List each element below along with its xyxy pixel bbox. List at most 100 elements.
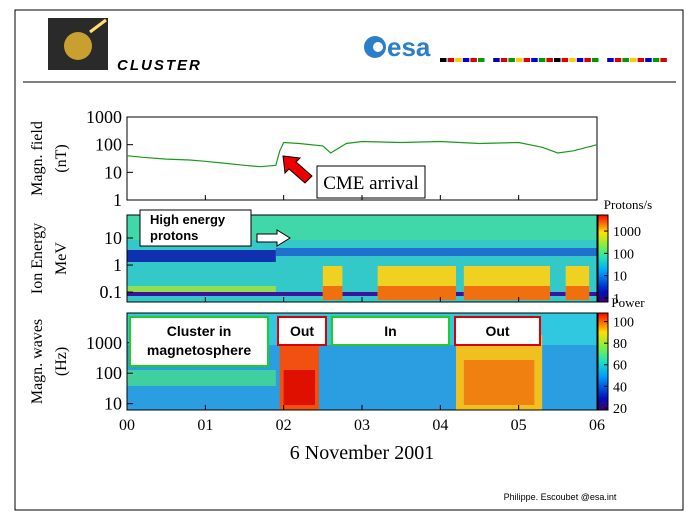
colorbar-tick-label: 40 [613,380,627,395]
annotation: CME arrival [323,173,419,194]
y-axis-label: (Hz) [53,347,70,376]
y-tick-label: 0.1 [100,282,123,302]
flag [607,58,614,62]
colorbar-tick-label: 1 [613,292,620,307]
region-label: In [384,323,396,339]
colorbar-label: Protons/s [604,197,652,212]
x-tick-label: 02 [276,417,292,434]
y-tick-label: 1000 [86,333,122,353]
y-axis-label: Magn. waves [29,319,46,404]
colorbar-tick-label: 100 [613,316,634,331]
flag [614,58,622,62]
flag [516,58,523,62]
spectrogram-cell [463,360,535,405]
flag [576,58,584,62]
flag [561,58,569,62]
colorbar-tick-label: 60 [613,359,627,374]
flag [592,58,599,62]
region-box [277,316,327,346]
cluster-logo-sat [64,32,92,60]
region-label: Cluster in [167,323,232,339]
flag [478,58,485,62]
flag [538,58,546,62]
flag [584,58,591,62]
flag-strip [440,58,667,62]
region-box [129,316,269,367]
flag [455,58,462,62]
flag [531,58,538,62]
y-tick-label: 10 [104,394,122,414]
region-box [454,316,541,346]
x-tick-label: 00 [119,417,135,434]
cme-arrow [282,155,313,184]
y-axis-label: (nT) [53,144,70,172]
flag [523,58,531,62]
flag [500,58,508,62]
colorbar-label: Power [611,295,645,310]
colorbar-tick-label: 100 [613,247,634,262]
x-tick-label: 04 [432,417,448,434]
flag [493,58,500,62]
spectrogram-cell [283,370,315,405]
colorbar-tick-label: 1000 [613,225,641,240]
colorbar [597,312,609,411]
flag [462,58,470,62]
esa-logo: esa [387,32,431,62]
flag [630,58,637,62]
flag [637,58,645,62]
flag [622,58,629,62]
flag [508,58,515,62]
flag [660,58,667,62]
esa-logo-mark-inner [373,42,383,52]
y-axis-label: Magn. field [29,121,46,196]
y-tick-label: 100 [95,363,122,383]
flag [599,58,607,62]
y-axis-label: MeV [53,242,70,275]
cluster-logo-ray [89,18,107,34]
footer: Philippe. Escoubet @esa.int [504,492,617,502]
x-tick-label: 06 [589,417,605,434]
spectrogram-cell [127,370,276,386]
colorbar-tick-label: 20 [613,402,627,417]
y-tick-label: 1 [113,190,122,210]
region-label: Out [485,323,509,339]
y-tick-label: 1 [113,255,122,275]
annotation-box [316,165,426,199]
x-tick-label: 05 [511,417,527,434]
flag [546,58,553,62]
flag [485,58,493,62]
spectrogram-cell [377,286,456,300]
flag [569,58,576,62]
x-tick-label: 03 [354,417,370,434]
colorbar [597,214,609,303]
flag [470,58,477,62]
y-tick-label: 100 [95,135,122,155]
y-axis-label: Ion Energy [29,223,46,294]
spectrogram-cell [127,286,276,296]
spectrogram-cell [275,248,597,256]
spectrogram-cell [127,250,276,262]
y-tick-label: 1000 [86,107,122,127]
y-tick-label: 10 [104,228,122,248]
annotation-arrow [256,229,291,247]
flag [447,58,455,62]
y-tick-label: 10 [104,162,122,182]
x-axis-label: 6 November 2001 [290,442,434,464]
magnetic-field-line [126,140,598,168]
region-label: magnetosphere [147,342,251,358]
flag [440,58,447,62]
colorbar-tick-label: 10 [613,270,627,285]
region-box [331,316,450,346]
region-label: Out [290,323,314,339]
annotation: High energy [150,212,226,227]
flag [554,58,561,62]
flag [652,58,660,62]
x-tick-label: 01 [197,417,213,434]
annotation-box [139,209,252,247]
header-title: CLUSTER [117,57,202,74]
annotation: protons [150,228,198,243]
spectrogram-cell [565,286,590,300]
flag [645,58,652,62]
colorbar-tick-label: 80 [613,337,627,352]
